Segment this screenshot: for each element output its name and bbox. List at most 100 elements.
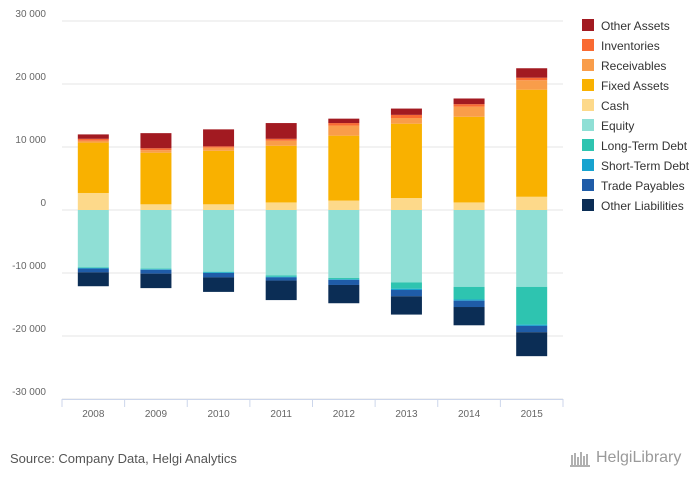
bar-segment-long-term-debt[interactable]	[77, 267, 109, 268]
bar-segment-equity[interactable]	[77, 210, 109, 268]
bar-segment-other-liabilities[interactable]	[140, 273, 172, 289]
bar-segment-short-term-debt[interactable]	[203, 272, 235, 273]
bar-segment-other-liabilities[interactable]	[453, 307, 485, 326]
bar-segment-short-term-debt[interactable]	[328, 279, 360, 280]
bar-segment-cash[interactable]	[328, 200, 360, 210]
bar-segment-equity[interactable]	[140, 210, 172, 269]
bar-segment-fixed-assets[interactable]	[516, 89, 548, 197]
bar-segment-receivables[interactable]	[140, 150, 172, 153]
bar-segment-other-liabilities[interactable]	[77, 272, 109, 287]
bar-segment-other-liabilities[interactable]	[390, 296, 422, 315]
legend-item[interactable]: Short-Term Debt	[582, 159, 690, 173]
bar-segment-other-assets[interactable]	[265, 123, 297, 139]
bar-segment-other-assets[interactable]	[203, 129, 235, 147]
bar-segment-trade-payables[interactable]	[140, 269, 172, 274]
bar-segment-receivables[interactable]	[203, 147, 235, 151]
bar-segment-long-term-debt[interactable]	[265, 275, 297, 277]
bar-segment-cash[interactable]	[140, 204, 172, 210]
bar-segment-other-assets[interactable]	[328, 118, 360, 124]
legend-item[interactable]: Long-Term Debt	[582, 139, 688, 153]
bar-segment-equity[interactable]	[390, 210, 422, 283]
legend-item[interactable]: Other Assets	[582, 19, 670, 33]
bar-segment-short-term-debt[interactable]	[516, 324, 548, 326]
legend-item[interactable]: Trade Payables	[582, 179, 685, 193]
x-tick-label: 2011	[270, 409, 292, 420]
bar-segment-short-term-debt[interactable]	[453, 299, 485, 301]
bar-segment-other-assets[interactable]	[390, 108, 422, 115]
bar-segment-other-assets[interactable]	[77, 134, 109, 139]
bar-segment-cash[interactable]	[265, 202, 297, 210]
legend-label: Fixed Assets	[601, 79, 669, 93]
bar-segment-equity[interactable]	[453, 210, 485, 287]
bar-segment-trade-payables[interactable]	[77, 268, 109, 273]
bar-segment-long-term-debt[interactable]	[140, 268, 172, 270]
bar-segment-receivables[interactable]	[516, 80, 548, 90]
bar-segment-cash[interactable]	[453, 202, 485, 210]
bar-segment-inventories[interactable]	[140, 148, 172, 151]
bar-segment-receivables[interactable]	[453, 106, 485, 117]
bar-segment-short-term-debt[interactable]	[390, 288, 422, 291]
bar-segment-short-term-debt[interactable]	[265, 276, 297, 278]
bar-segment-long-term-debt[interactable]	[390, 282, 422, 289]
bar-segment-inventories[interactable]	[516, 77, 548, 81]
bar-segment-cash[interactable]	[77, 192, 109, 210]
bar-segment-fixed-assets[interactable]	[203, 150, 235, 205]
bar-segment-inventories[interactable]	[328, 123, 360, 126]
bar-segment-receivables[interactable]	[77, 140, 109, 143]
legend-item[interactable]: Inventories	[582, 39, 660, 53]
bar-segment-long-term-debt[interactable]	[328, 278, 360, 280]
bar-segment-equity[interactable]	[265, 210, 297, 276]
bar-segment-other-liabilities[interactable]	[516, 332, 548, 357]
bar-segment-inventories[interactable]	[453, 104, 485, 107]
bar-segment-long-term-debt[interactable]	[516, 286, 548, 325]
bar-segment-other-liabilities[interactable]	[203, 277, 235, 292]
bar-segment-long-term-debt[interactable]	[453, 286, 485, 300]
bar-segment-fixed-assets[interactable]	[390, 123, 422, 199]
legend-item[interactable]: Receivables	[582, 59, 666, 73]
legend-item[interactable]: Other Liabilities	[582, 199, 684, 213]
bar-segment-fixed-assets[interactable]	[453, 116, 485, 203]
bar-segment-trade-payables[interactable]	[203, 273, 235, 278]
bar-segment-equity[interactable]	[203, 210, 235, 272]
bar-segment-receivables[interactable]	[328, 125, 360, 136]
legend-item[interactable]: Fixed Assets	[582, 79, 669, 93]
legend-swatch	[582, 19, 594, 31]
bar-segment-long-term-debt[interactable]	[203, 271, 235, 273]
bar-segment-other-assets[interactable]	[453, 98, 485, 105]
bar-segment-trade-payables[interactable]	[265, 277, 297, 281]
bar-segment-other-assets[interactable]	[140, 133, 172, 149]
bar-segment-equity[interactable]	[328, 210, 360, 279]
legend-label: Equity	[601, 119, 634, 133]
bar-segment-other-liabilities[interactable]	[265, 280, 297, 301]
bar-segment-fixed-assets[interactable]	[140, 152, 172, 205]
bar-segment-inventories[interactable]	[203, 146, 235, 148]
bar-segment-cash[interactable]	[516, 196, 548, 210]
bar-segment-short-term-debt[interactable]	[77, 267, 109, 269]
legend-label: Other Liabilities	[601, 199, 684, 213]
bar-segment-cash[interactable]	[203, 204, 235, 210]
legend-item[interactable]: Cash	[582, 99, 629, 113]
x-tick-label: 2010	[207, 409, 230, 420]
bar-segment-trade-payables[interactable]	[516, 325, 548, 333]
bar-segment-fixed-assets[interactable]	[77, 142, 109, 193]
x-tick-label: 2008	[82, 409, 105, 420]
bar-segment-trade-payables[interactable]	[453, 300, 485, 308]
bar-segment-fixed-assets[interactable]	[265, 145, 297, 203]
bar-segment-cash[interactable]	[390, 198, 422, 210]
legend-item[interactable]: Equity	[582, 119, 634, 133]
bar-segment-other-assets[interactable]	[516, 68, 548, 78]
bar-segment-fixed-assets[interactable]	[328, 135, 360, 201]
bar-segment-other-liabilities[interactable]	[328, 284, 360, 304]
legend-label: Inventories	[601, 39, 660, 53]
bar-segment-trade-payables[interactable]	[328, 279, 360, 285]
bar-segment-inventories[interactable]	[265, 138, 297, 141]
bar-segment-inventories[interactable]	[390, 114, 422, 119]
bar-segment-trade-payables[interactable]	[390, 290, 422, 297]
bar-segment-short-term-debt[interactable]	[140, 269, 172, 270]
bar-segment-receivables[interactable]	[265, 140, 297, 146]
grid-lines	[62, 20, 563, 400]
y-tick-label: -20 000	[12, 324, 46, 335]
bar-segment-inventories[interactable]	[77, 138, 109, 141]
bar-segment-equity[interactable]	[516, 210, 548, 287]
bar-segment-receivables[interactable]	[390, 118, 422, 124]
